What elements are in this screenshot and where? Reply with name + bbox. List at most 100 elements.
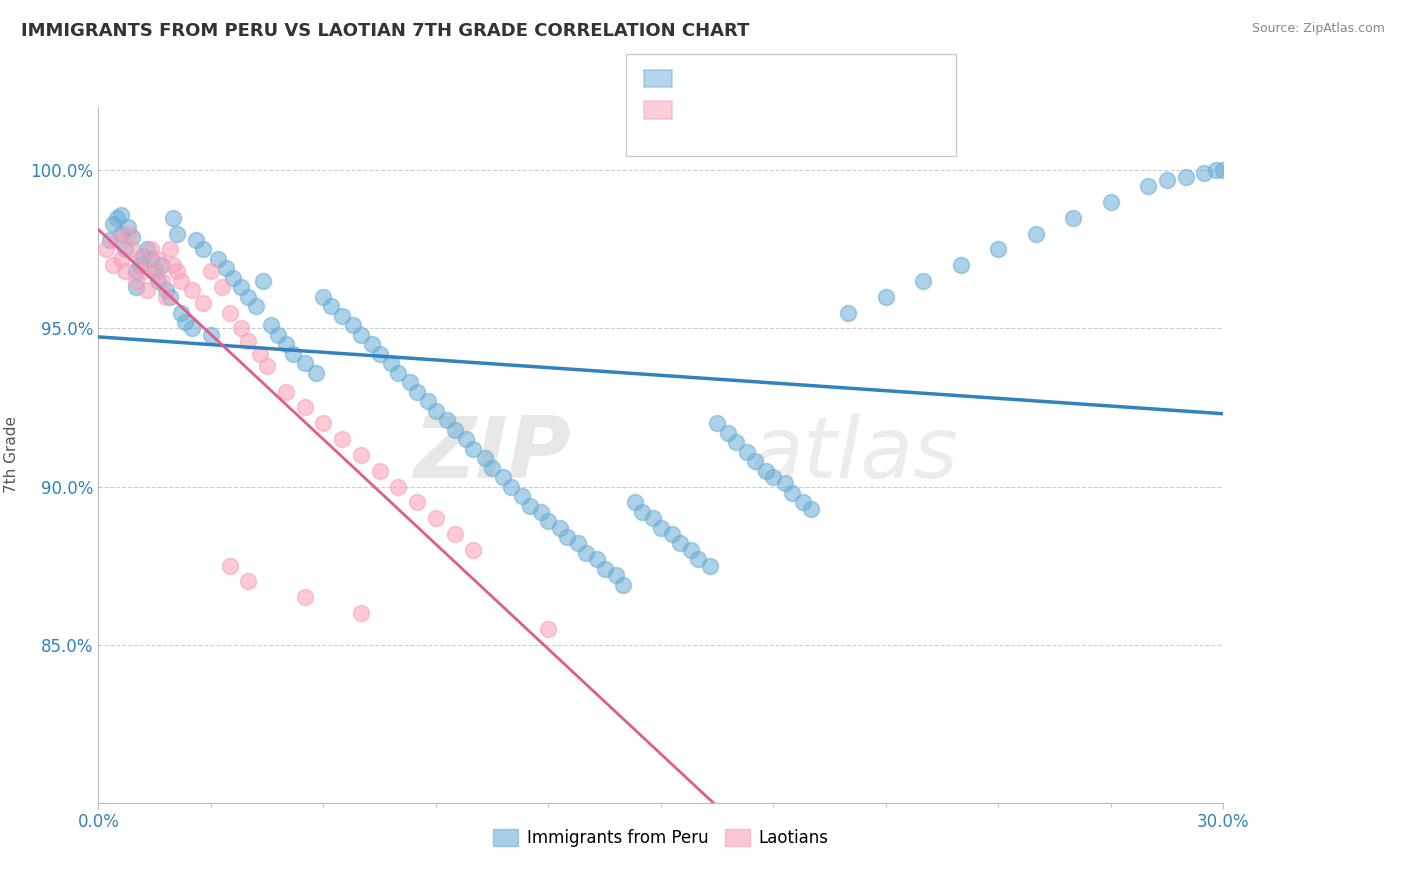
Point <box>454 432 477 446</box>
Point <box>773 476 796 491</box>
Point <box>875 290 897 304</box>
Point <box>792 495 814 509</box>
Text: N =  45: N = 45 <box>815 100 884 118</box>
Point <box>463 442 485 456</box>
Text: Source: ZipAtlas.com: Source: ZipAtlas.com <box>1251 22 1385 36</box>
Point <box>418 394 440 409</box>
Point <box>256 359 278 374</box>
Point <box>425 511 447 525</box>
Point <box>319 299 342 313</box>
Point <box>755 464 778 478</box>
Point <box>249 347 271 361</box>
Point <box>121 229 143 244</box>
Point <box>605 568 627 582</box>
Point <box>159 290 181 304</box>
Point <box>128 252 150 266</box>
Point <box>717 425 740 440</box>
Point <box>744 454 766 468</box>
Point <box>631 505 654 519</box>
Point <box>350 606 373 620</box>
Point <box>132 264 155 278</box>
Point <box>148 252 170 266</box>
Point <box>312 290 335 304</box>
Text: ZIP: ZIP <box>413 413 571 497</box>
Point <box>612 577 634 591</box>
Point <box>643 511 665 525</box>
Point <box>148 274 170 288</box>
Point <box>105 211 128 225</box>
Point <box>1212 163 1234 178</box>
Point <box>200 264 222 278</box>
Point <box>305 366 328 380</box>
Y-axis label: 7th Grade: 7th Grade <box>4 417 20 493</box>
Point <box>222 270 245 285</box>
Point <box>912 274 935 288</box>
Point <box>125 280 148 294</box>
Point <box>800 501 823 516</box>
Point <box>294 356 316 370</box>
Point <box>98 233 121 247</box>
Point <box>215 261 238 276</box>
Point <box>330 309 353 323</box>
Point <box>380 356 402 370</box>
Point <box>575 546 598 560</box>
Point <box>474 451 496 466</box>
Point <box>1174 169 1197 184</box>
Point <box>139 243 162 257</box>
Point <box>548 521 571 535</box>
Text: atlas: atlas <box>751 413 959 497</box>
Point <box>425 403 447 417</box>
Point <box>173 315 195 329</box>
Point <box>623 495 645 509</box>
Point <box>398 375 420 389</box>
Point <box>103 217 125 231</box>
Point <box>762 470 785 484</box>
Point <box>229 321 252 335</box>
Point <box>193 296 215 310</box>
Point <box>117 227 139 241</box>
Point <box>128 258 150 272</box>
Point <box>94 243 117 257</box>
Point <box>1062 211 1084 225</box>
Point <box>780 486 803 500</box>
Point <box>274 337 297 351</box>
Point <box>105 233 128 247</box>
Point <box>150 258 173 272</box>
Point <box>443 527 465 541</box>
Point <box>238 290 260 304</box>
Point <box>530 505 553 519</box>
Point <box>193 243 215 257</box>
Point <box>245 299 267 313</box>
Point <box>481 460 503 475</box>
Point <box>110 208 132 222</box>
Point <box>735 444 758 458</box>
Point <box>238 574 260 589</box>
Point <box>170 305 193 319</box>
Point <box>117 220 139 235</box>
Point <box>567 536 589 550</box>
Point <box>260 318 283 333</box>
Point <box>143 264 166 278</box>
Point <box>361 337 384 351</box>
Point <box>155 284 177 298</box>
Point <box>121 243 143 257</box>
Point <box>443 423 465 437</box>
Point <box>679 542 702 557</box>
Point <box>136 243 159 257</box>
Point <box>283 347 305 361</box>
Point <box>555 530 578 544</box>
Point <box>463 542 485 557</box>
Point <box>688 552 710 566</box>
Point <box>125 274 148 288</box>
Point <box>110 252 132 266</box>
Point <box>238 334 260 348</box>
Point <box>207 252 229 266</box>
Point <box>406 384 429 399</box>
Point <box>143 264 166 278</box>
Point <box>166 264 188 278</box>
Point <box>593 562 616 576</box>
Text: IMMIGRANTS FROM PERU VS LAOTIAN 7TH GRADE CORRELATION CHART: IMMIGRANTS FROM PERU VS LAOTIAN 7TH GRAD… <box>21 22 749 40</box>
Point <box>274 384 297 399</box>
Point <box>387 366 409 380</box>
Point <box>724 435 747 450</box>
